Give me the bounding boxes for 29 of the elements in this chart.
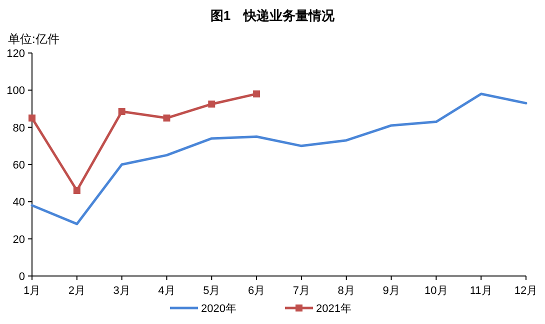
xtick: 2月 [68,285,86,297]
ytick: 120 [6,48,25,60]
point [163,114,170,122]
point [208,100,216,108]
point [73,187,80,194]
xtick: 5月 [203,285,220,297]
point [28,114,36,122]
legend-item: 2020年 [201,303,236,315]
ytick: 0 [18,271,25,283]
ytick: 80 [12,122,25,134]
ylabel: 单位:亿件 [8,32,60,46]
ytick: 100 [6,85,25,98]
xtick: 8月 [338,285,355,297]
legend-item: 2021年 [316,303,352,315]
ytick: 40 [12,196,25,209]
point [118,108,126,116]
xtick: 7月 [292,285,310,297]
xtick: 12月 [514,285,538,297]
xtick: 3月 [113,285,130,297]
ytick: 60 [12,160,25,172]
xtick: 11月 [470,285,492,297]
xtick: 1月 [23,285,41,297]
ytick: 20 [12,234,25,246]
point [253,90,260,98]
title: 图1 快递业务量情况 [210,8,335,23]
xtick: 4月 [158,285,176,297]
xtick: 6月 [248,285,266,297]
xtick: 9月 [382,285,400,297]
xtick: 10月 [424,285,448,297]
